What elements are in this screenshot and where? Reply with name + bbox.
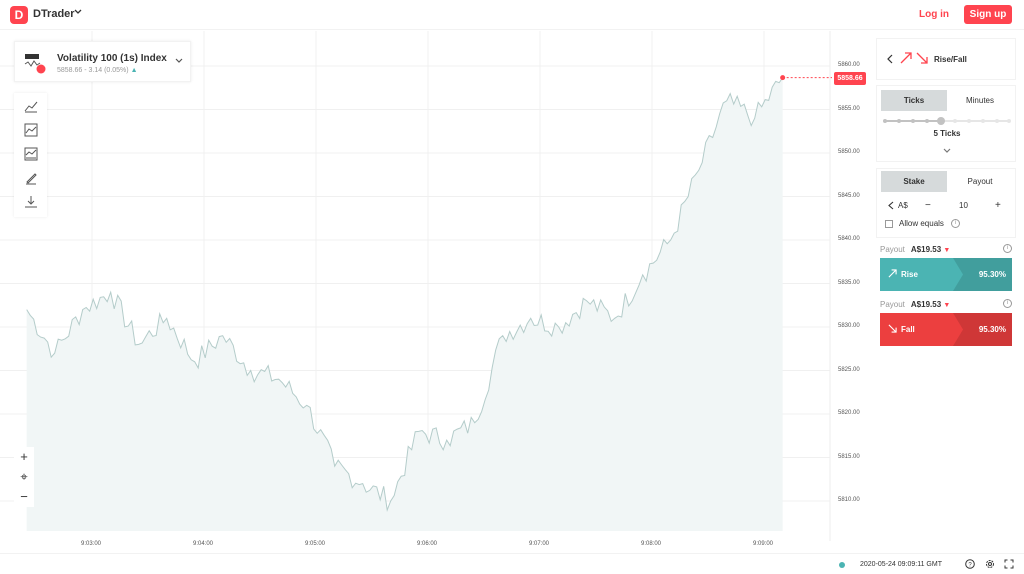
- allow-equals-checkbox[interactable]: [885, 219, 893, 228]
- signup-button[interactable]: Sign up: [964, 5, 1012, 24]
- x-tick-label: 9:09:00: [753, 541, 774, 547]
- price-chart[interactable]: [0, 31, 870, 553]
- tab-ticks[interactable]: Ticks: [881, 90, 947, 111]
- zoom-in-button[interactable]: +: [14, 447, 34, 467]
- login-button[interactable]: Log in: [919, 9, 949, 20]
- y-tick-label: 5850.00: [838, 149, 860, 155]
- button-chevron-decoration: [953, 313, 1012, 346]
- rise-purchase-button[interactable]: Rise 95.30%: [880, 258, 1012, 291]
- symbol-price-text: 5858.66 - 3.14 (0.05%): [57, 67, 129, 74]
- duration-widget: Ticks Minutes 5 Ticks: [876, 85, 1016, 162]
- y-tick-label: 5825.00: [838, 366, 860, 373]
- stake-input[interactable]: 10: [959, 201, 968, 210]
- rise-payout-info: Payout A$19.53 ▼: [880, 245, 950, 254]
- fall-payout-info: Payout A$19.53 ▼: [880, 300, 950, 309]
- symbol-selector[interactable]: Volatility 100 (1s) Index 5858.66 - 3.14…: [14, 41, 191, 82]
- symbol-price-change: 5858.66 - 3.14 (0.05%) ▲: [57, 67, 138, 74]
- header: D DTrader Log in Sign up: [0, 0, 1024, 30]
- symbol-name: Volatility 100 (1s) Index: [57, 53, 167, 64]
- zoom-out-button[interactable]: −: [14, 487, 34, 507]
- rise-icon: [899, 51, 913, 65]
- y-tick-label: 5815.00: [838, 453, 860, 460]
- footer: 2020-05-24 09:09:11 GMT ?: [0, 553, 1024, 574]
- x-tick-label: 9:03:00: [81, 541, 102, 547]
- rise-label-text: Rise: [901, 270, 918, 279]
- fall-percentage: 95.30%: [978, 325, 1006, 334]
- price-line: [26, 77, 784, 512]
- fullscreen-icon[interactable]: [1004, 559, 1014, 569]
- y-tick-label: 5860.00: [838, 62, 860, 68]
- stake-input-row: A$ − 10 +: [877, 195, 1017, 215]
- up-arrow-icon: ▲: [130, 67, 138, 74]
- rise-payout-label: Payout: [880, 245, 905, 254]
- ticks-value: 5 Ticks: [933, 129, 961, 138]
- server-time: 2020-05-24 09:09:11 GMT: [860, 561, 942, 568]
- svg-text:?: ?: [968, 563, 972, 569]
- info-icon[interactable]: i: [1003, 299, 1012, 308]
- fall-icon: [888, 324, 897, 333]
- app-switcher-label[interactable]: DTrader: [33, 8, 75, 20]
- decrease-stake-button[interactable]: −: [925, 200, 931, 211]
- x-tick-label: 9:07:00: [529, 541, 550, 547]
- chevron-down-icon[interactable]: [877, 147, 1017, 157]
- currency-label: A$: [898, 201, 908, 210]
- chevron-left-icon[interactable]: [886, 54, 894, 67]
- chevron-left-icon[interactable]: [888, 201, 894, 212]
- allow-equals-row[interactable]: Allow equals i: [885, 219, 961, 229]
- current-price-tag: 5858.66: [834, 72, 866, 85]
- trade-type-selector[interactable]: Rise/Fall: [876, 38, 1016, 80]
- tab-stake[interactable]: Stake: [881, 171, 947, 192]
- y-tick-label: 5855.00: [838, 105, 860, 112]
- volatility-index-icon: [24, 52, 46, 74]
- chart-type-icon[interactable]: [22, 99, 39, 115]
- x-tick-label: 9:05:00: [305, 541, 326, 547]
- rise-payout-value: A$19.53: [910, 245, 942, 254]
- help-icon[interactable]: ?: [965, 559, 975, 569]
- fall-label-text: Fall: [901, 325, 915, 334]
- chevron-down-icon[interactable]: [174, 55, 184, 68]
- deriv-logo[interactable]: D: [10, 6, 28, 24]
- y-tick-label: 5835.00: [838, 279, 860, 286]
- settings-gear-icon[interactable]: [985, 559, 995, 569]
- x-tick-label: 9:04:00: [193, 541, 214, 547]
- tab-payout[interactable]: Payout: [967, 177, 993, 186]
- chart-toolbar: [14, 93, 47, 217]
- chart-canvas[interactable]: [0, 31, 870, 553]
- ticks-slider[interactable]: [883, 116, 1011, 126]
- y-tick-label: 5820.00: [838, 410, 860, 416]
- rise-percentage: 95.30%: [978, 270, 1006, 279]
- download-icon[interactable]: [22, 195, 39, 211]
- payout-dropdown-icon[interactable]: ▼: [943, 302, 951, 309]
- info-icon[interactable]: i: [951, 219, 961, 229]
- rise-icon: [888, 269, 897, 278]
- drawing-tools-icon[interactable]: [22, 171, 39, 187]
- button-chevron-decoration: [953, 258, 1012, 291]
- fall-payout-value: A$19.53: [910, 300, 942, 309]
- price-area-fill: [26, 77, 783, 531]
- y-tick-label: 5810.00: [838, 497, 860, 503]
- current-price-marker: [780, 75, 786, 81]
- rise-button-label: Rise: [888, 269, 918, 279]
- y-tick-label: 5830.00: [838, 323, 860, 329]
- connection-status-icon: [839, 562, 845, 568]
- reset-zoom-button[interactable]: ⌖: [14, 467, 34, 487]
- trade-type-label: Rise/Fall: [934, 55, 967, 64]
- info-icon[interactable]: i: [1003, 244, 1012, 253]
- fall-icon: [915, 51, 929, 65]
- allow-equals-label: Allow equals: [899, 219, 944, 228]
- amount-widget: Stake Payout A$ − 10 + Allow equals i: [876, 168, 1016, 238]
- templates-icon[interactable]: [22, 147, 39, 163]
- fall-purchase-button[interactable]: Fall 95.30%: [880, 313, 1012, 346]
- x-tick-label: 9:08:00: [641, 541, 662, 547]
- tab-minutes[interactable]: Minutes: [965, 96, 994, 105]
- x-tick-label: 9:06:00: [417, 541, 438, 547]
- fall-payout-label: Payout: [880, 300, 905, 309]
- y-tick-label: 5845.00: [838, 192, 860, 199]
- fall-button-label: Fall: [888, 324, 915, 334]
- indicators-icon[interactable]: [22, 123, 39, 139]
- increase-stake-button[interactable]: +: [995, 200, 1001, 211]
- chevron-down-icon[interactable]: [73, 6, 83, 19]
- y-tick-label: 5840.00: [838, 236, 860, 242]
- payout-dropdown-icon[interactable]: ▼: [943, 247, 951, 254]
